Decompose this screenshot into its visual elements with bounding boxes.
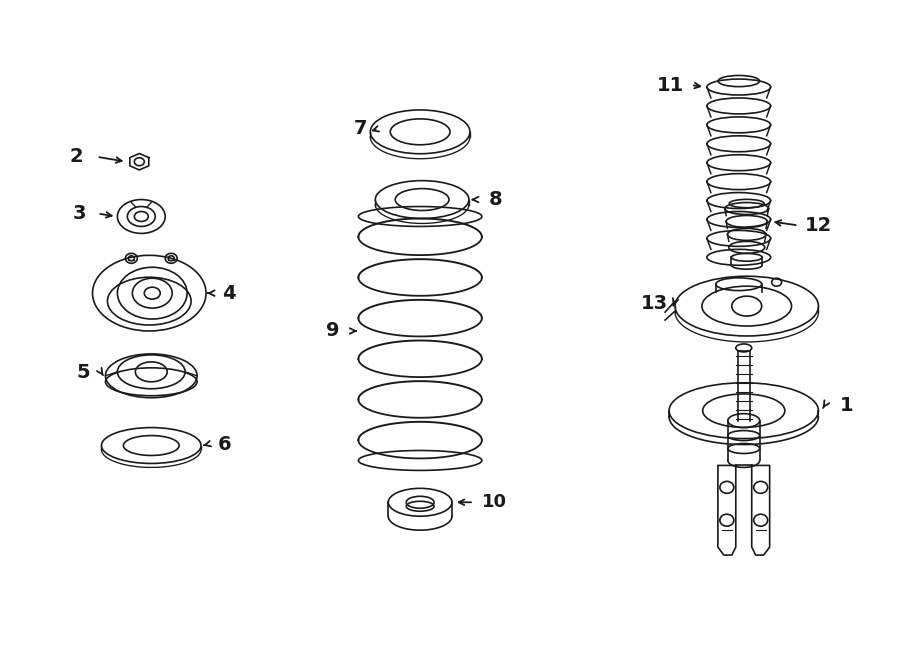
Text: 9: 9 [326, 321, 339, 340]
Text: 8: 8 [489, 190, 502, 209]
Text: 7: 7 [354, 120, 367, 138]
Text: 13: 13 [641, 293, 668, 313]
Text: 10: 10 [482, 493, 508, 511]
Text: 5: 5 [76, 364, 90, 382]
Text: 1: 1 [840, 396, 853, 415]
Text: 6: 6 [218, 435, 232, 454]
Text: 3: 3 [73, 204, 86, 223]
Text: 11: 11 [656, 75, 684, 95]
Text: 12: 12 [805, 216, 832, 235]
Text: 4: 4 [222, 284, 236, 303]
Text: 2: 2 [70, 147, 84, 166]
